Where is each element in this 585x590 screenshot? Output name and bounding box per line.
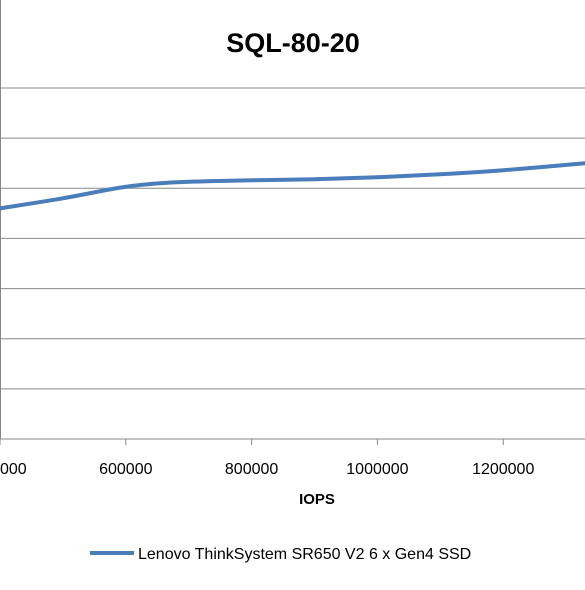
x-tick-label-2: 800000 xyxy=(225,461,278,478)
x-axis-title: IOPS xyxy=(299,491,335,508)
gridlines xyxy=(0,87,585,440)
series-line-0 xyxy=(0,161,585,211)
x-tick-label-0: 400000 xyxy=(0,461,27,478)
series-layer xyxy=(0,161,585,211)
legend: Lenovo ThinkSystem SR650 V2 6 x Gen4 SSD xyxy=(90,546,471,563)
x-tick-label-4: 1200000 xyxy=(472,461,534,478)
x-tick-label-3: 1000000 xyxy=(346,461,408,478)
legend-label: Lenovo ThinkSystem SR650 V2 6 x Gen4 SSD xyxy=(138,546,471,563)
chart-title: SQL-80-20 xyxy=(226,28,360,58)
x-tick-label-1: 600000 xyxy=(99,461,152,478)
x-axis: 400000 600000 800000 1000000 1200000 xyxy=(0,0,534,478)
